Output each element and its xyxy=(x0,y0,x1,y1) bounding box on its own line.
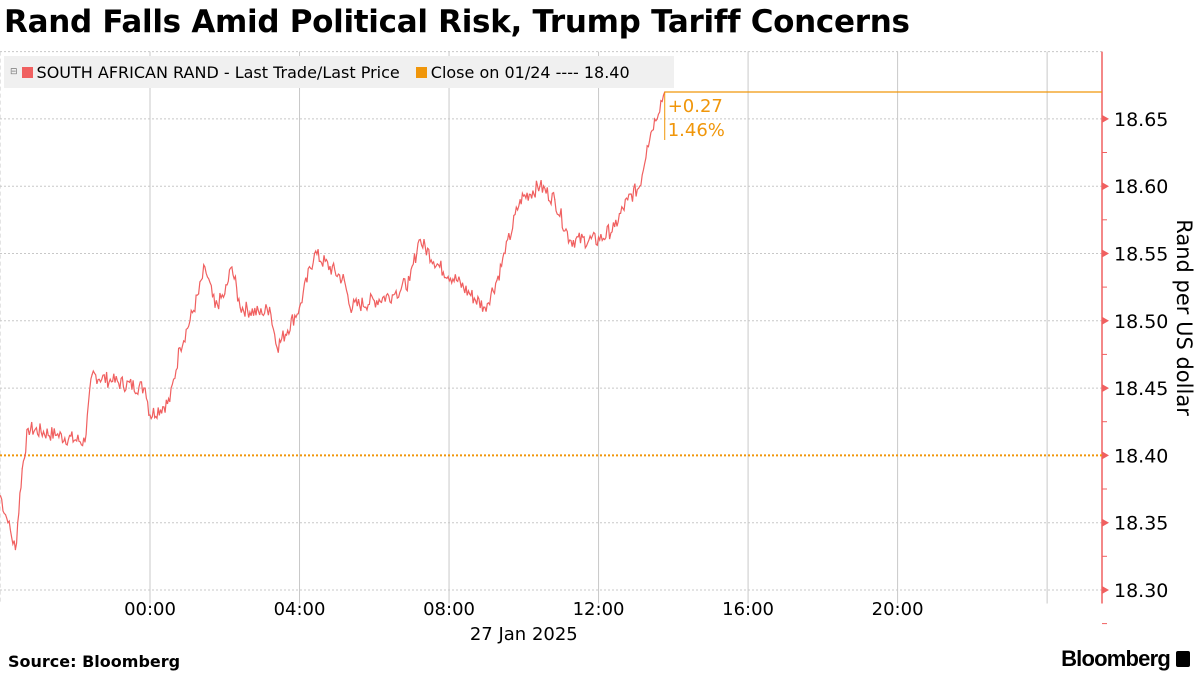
legend: ⊟ SOUTH AFRICAN RAND - Last Trade/Last P… xyxy=(4,56,674,88)
rand-data-point xyxy=(231,266,233,268)
legend-swatch-close xyxy=(415,66,427,78)
x-tick-label: 12:00 xyxy=(573,599,625,620)
x-tick-label: 16:00 xyxy=(722,599,774,620)
rand-data-point xyxy=(654,118,656,120)
rand-data-point xyxy=(112,380,114,382)
y-tick-mark xyxy=(1102,384,1109,393)
rand-data-point xyxy=(27,427,29,430)
legend-swatch-rand xyxy=(21,66,33,78)
rand-data-point xyxy=(0,495,2,497)
y-tick-label: 18.50 xyxy=(1114,311,1168,333)
y-tick-mark xyxy=(1102,249,1109,258)
rand-data-point xyxy=(439,266,441,268)
rand-data-point xyxy=(343,279,345,282)
rand-data-point xyxy=(204,266,206,268)
rand-data-point xyxy=(569,239,571,241)
rand-data-point xyxy=(468,293,471,295)
x-date-label: 27 Jan 2025 xyxy=(470,624,578,645)
legend-label-close: Close on 01/24 ---- 18.40 xyxy=(430,62,630,82)
rand-data-point xyxy=(179,347,181,349)
y-axis-label: Rand per US dollar xyxy=(1172,219,1196,416)
source-note: Source: Bloomberg xyxy=(8,652,181,671)
y-tick-label: 18.55 xyxy=(1114,244,1168,266)
chart-title: Rand Falls Amid Political Risk, Trump Ta… xyxy=(4,4,910,40)
y-tick-label: 18.60 xyxy=(1114,176,1168,198)
legend-toggle-icon[interactable]: ⊟ xyxy=(10,67,18,77)
rand-data-point xyxy=(189,320,191,322)
x-tick-label: 08:00 xyxy=(423,599,475,620)
rand-data-point xyxy=(627,199,629,201)
y-tick-mark xyxy=(1102,586,1109,594)
y-tick-mark xyxy=(1102,451,1109,460)
y-tick-label: 18.30 xyxy=(1114,580,1168,602)
rand-data-point xyxy=(7,522,9,524)
rand-data-point xyxy=(197,293,200,295)
rand-data-point xyxy=(21,468,23,470)
rand-data-point xyxy=(214,306,216,308)
change-annotation: +0.27 xyxy=(668,96,723,117)
rand-data-point xyxy=(614,225,616,228)
y-tick-mark xyxy=(1102,114,1109,123)
y-tick-label: 18.65 xyxy=(1114,109,1168,131)
x-tick-label: 00:00 xyxy=(124,599,176,620)
rand-data-point xyxy=(409,279,411,282)
rand-data-point xyxy=(298,306,301,308)
rand-data-point xyxy=(313,252,316,255)
rand-data-point xyxy=(496,279,498,282)
rand-data-point xyxy=(394,293,396,295)
percent-annotation: 1.46% xyxy=(668,120,725,141)
rand-data-point xyxy=(224,293,226,295)
rand-data-point xyxy=(519,199,521,201)
logo-mark-icon xyxy=(1176,651,1190,667)
y-tick-label: 18.45 xyxy=(1114,378,1168,400)
rand-data-point xyxy=(349,306,351,308)
rand-data-point xyxy=(261,313,263,315)
rand-data-point xyxy=(55,434,58,436)
rand-data-point xyxy=(91,374,93,376)
bloomberg-logo: Bloomberg xyxy=(1061,646,1190,672)
rand-data-point xyxy=(373,300,375,302)
rand-data-point xyxy=(639,185,641,187)
rand-data-point xyxy=(554,199,556,201)
y-tick-label: 18.40 xyxy=(1114,445,1168,467)
rand-data-point xyxy=(484,306,486,308)
rand-data-point xyxy=(539,185,541,187)
logo-text: Bloomberg xyxy=(1061,646,1171,671)
rand-data-point xyxy=(418,239,420,241)
rand-data-point xyxy=(455,279,458,282)
rand-price-line xyxy=(0,91,666,550)
rand-data-point xyxy=(14,549,17,551)
y-tick-mark xyxy=(1102,518,1109,527)
rand-data-point xyxy=(276,347,278,349)
rand-data-point xyxy=(599,239,601,241)
y-tick-mark xyxy=(1102,182,1109,191)
rand-data-point xyxy=(84,441,86,443)
rand-data-point xyxy=(169,400,171,403)
x-tick-label: 20:00 xyxy=(872,599,924,620)
legend-label-rand: SOUTH AFRICAN RAND - Last Trade/Last Pri… xyxy=(36,62,400,82)
rand-data-point xyxy=(646,145,648,147)
rand-data-point xyxy=(239,306,241,308)
y-tick-mark xyxy=(1102,316,1109,325)
x-tick-label: 04:00 xyxy=(274,599,326,620)
rand-data-point xyxy=(504,252,506,255)
rand-data-point xyxy=(149,414,151,416)
rand-data-point xyxy=(269,306,271,308)
rand-data-point xyxy=(144,387,146,389)
y-tick-label: 18.35 xyxy=(1114,513,1168,535)
